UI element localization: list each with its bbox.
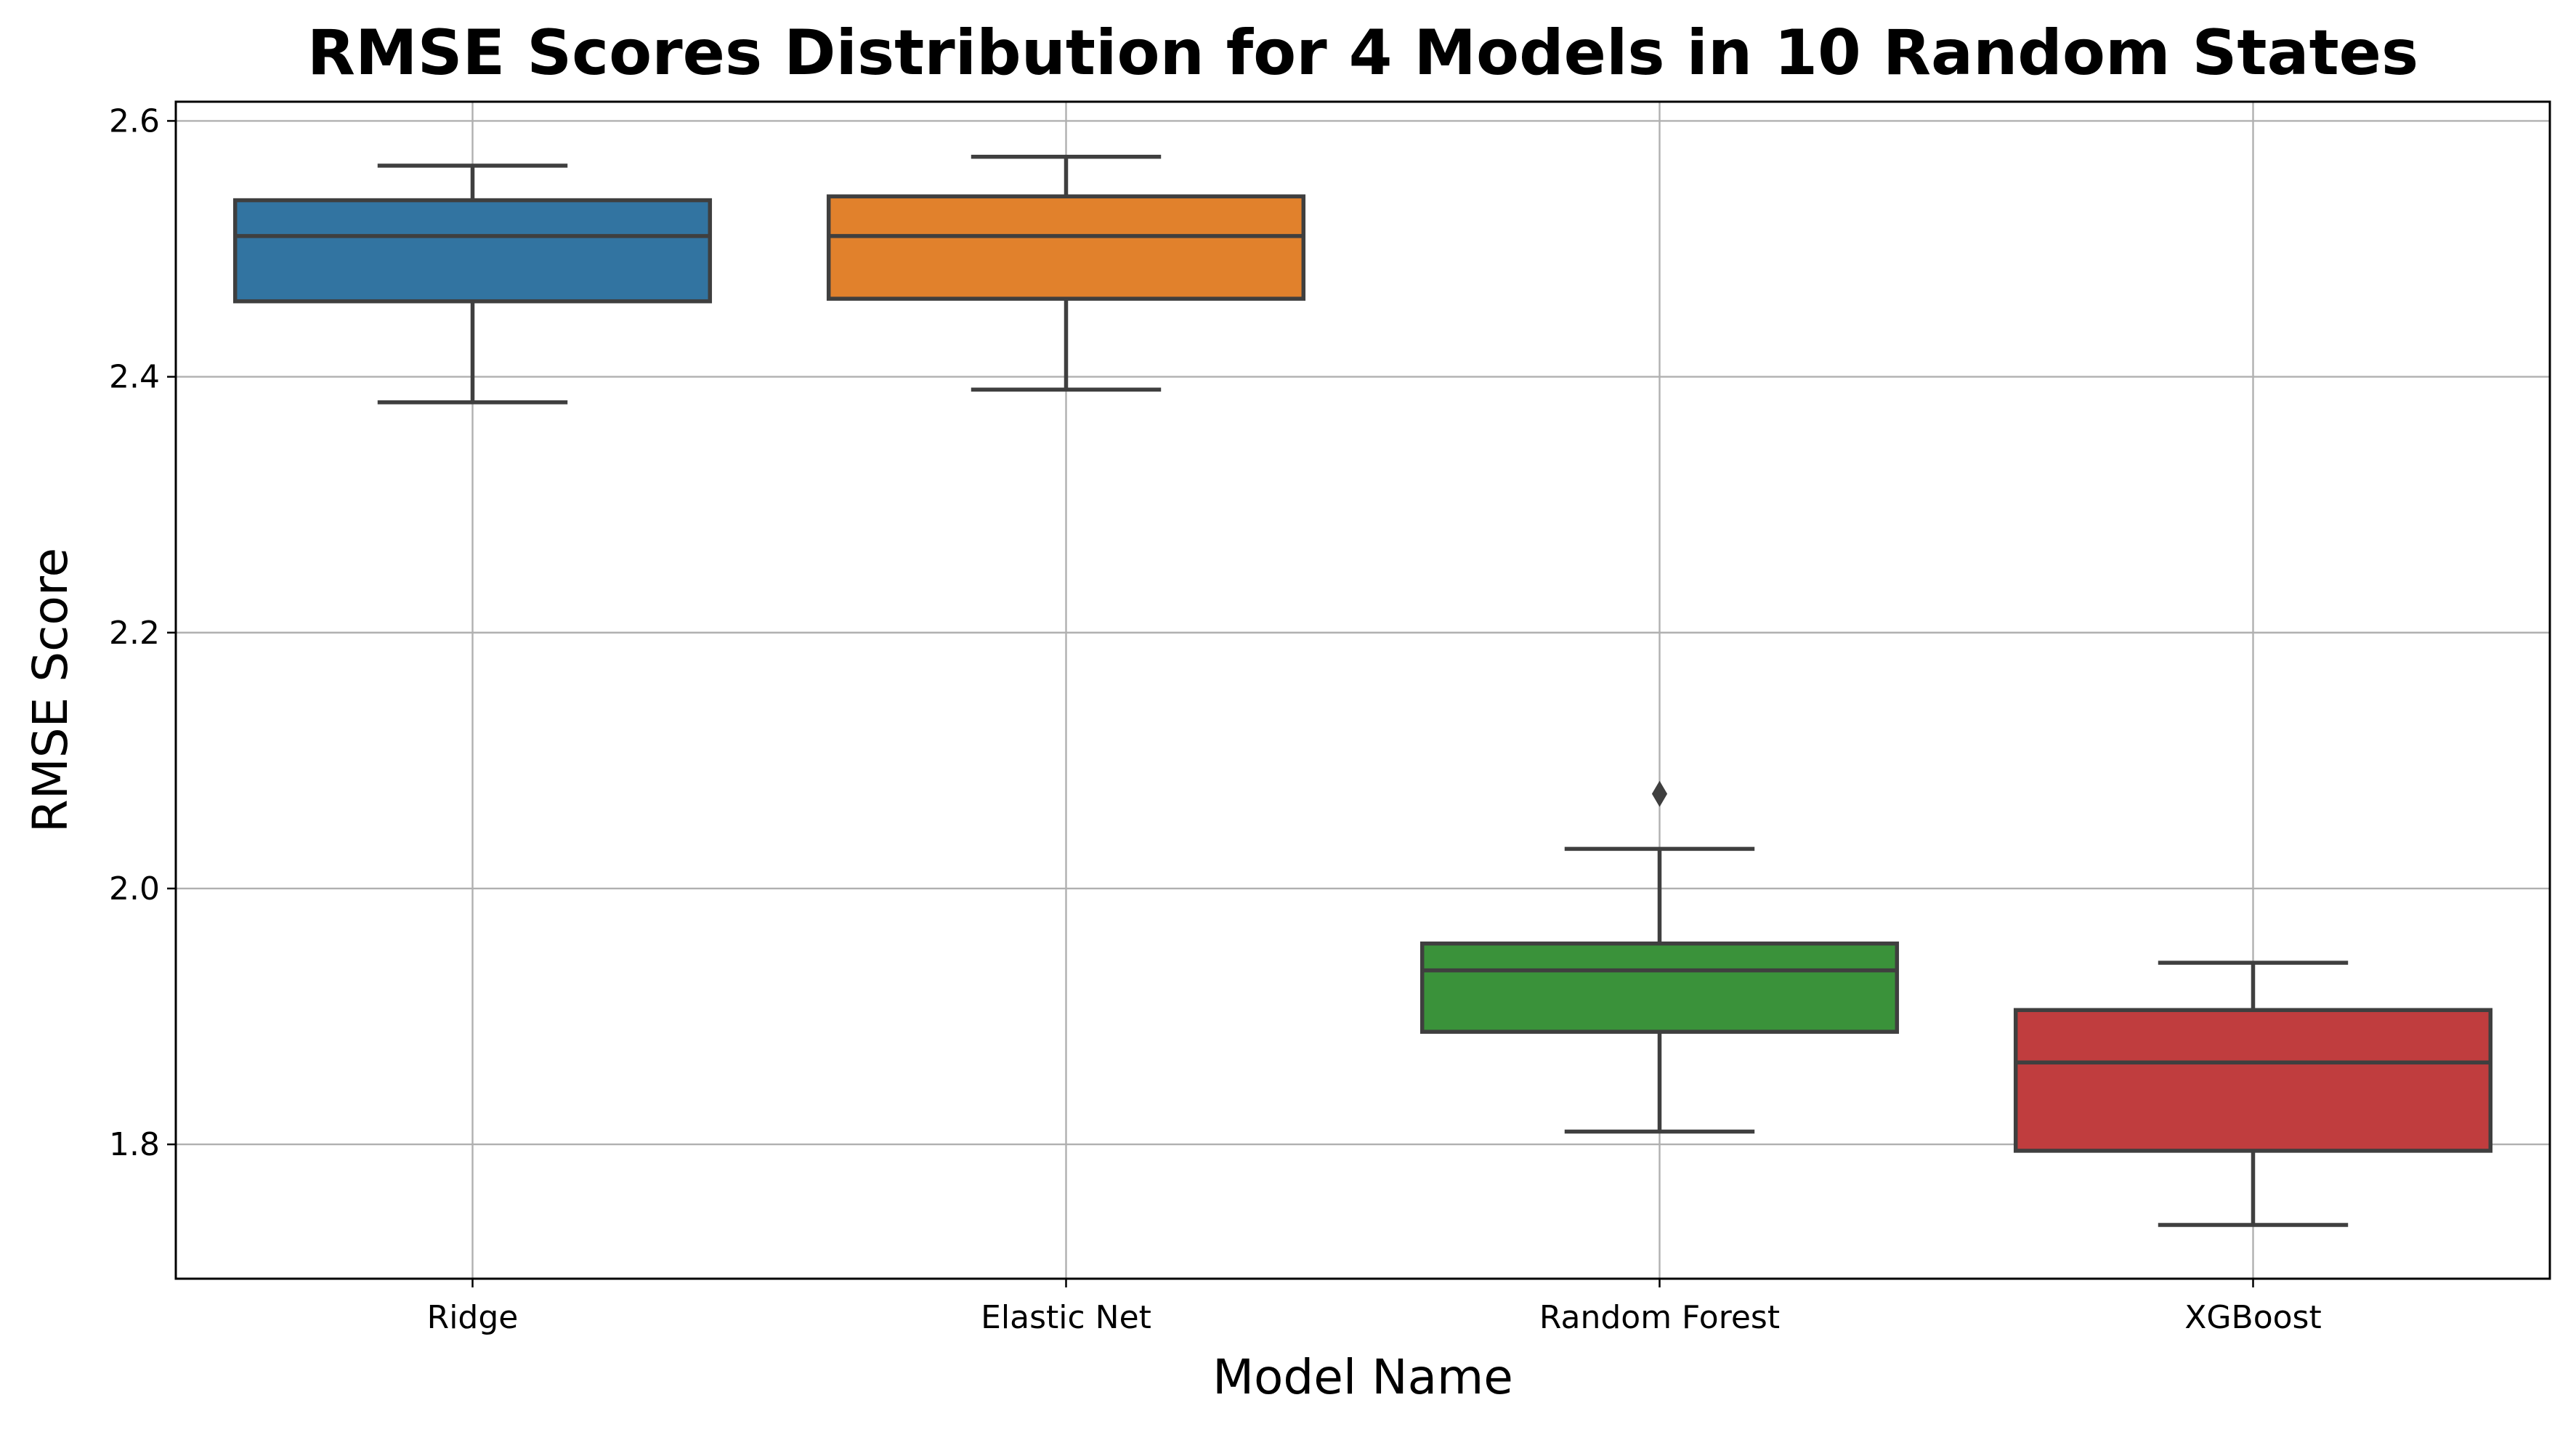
outlier-point xyxy=(1651,780,1668,807)
box-group xyxy=(2013,960,2493,1227)
box-body xyxy=(1419,941,1900,1034)
box-layer xyxy=(232,154,2493,1227)
box-body xyxy=(232,198,713,304)
box-group xyxy=(826,154,1306,392)
y-tick-label: 1.8 xyxy=(109,1126,160,1163)
tick-layer: 1.8 2.0 2.2 2.4 2.6 Ridge Elastic Net Random Fo… xyxy=(109,102,2322,1336)
box-body xyxy=(2013,1008,2493,1153)
box-body xyxy=(826,194,1306,301)
y-tick-label: 2.6 xyxy=(109,102,160,139)
y-tick-label: 2.2 xyxy=(109,615,160,652)
chart-title: RMSE Scores Distribution for 4 Models in… xyxy=(307,17,2418,89)
grid-lines xyxy=(176,102,2550,1279)
y-tick-label: 2.4 xyxy=(109,359,160,396)
y-axis-label: RMSE Score xyxy=(23,548,78,833)
plot-frame xyxy=(174,100,2551,1280)
x-tick-label: Ridge xyxy=(427,1299,519,1336)
x-tick-label: Random Forest xyxy=(1539,1299,1780,1336)
y-tick-label: 2.0 xyxy=(109,870,160,907)
x-tick-label: XGBoost xyxy=(2184,1299,2321,1336)
box-group xyxy=(1419,780,1900,1134)
x-axis-label: Model Name xyxy=(1212,1349,1513,1405)
x-tick-label: Elastic Net xyxy=(981,1299,1151,1336)
box-group xyxy=(232,163,713,405)
